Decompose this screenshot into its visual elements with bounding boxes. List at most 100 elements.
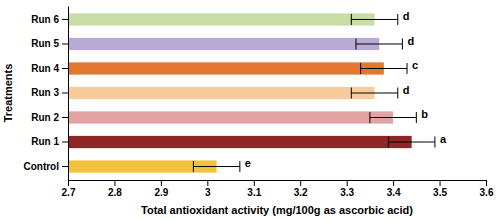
tick: 3.5	[433, 180, 447, 198]
chart: ddcdbae2.72.82.933.13.23.33.43.53.6Run 6…	[0, 0, 500, 220]
tick-mark	[68, 180, 69, 186]
tick-label: 3.2	[294, 187, 308, 198]
error-line	[351, 19, 397, 20]
tick-label: 3.4	[387, 187, 401, 198]
bar	[68, 38, 379, 50]
error-line	[193, 166, 239, 167]
bar	[68, 13, 375, 25]
tick-mark	[486, 180, 487, 186]
error-line	[434, 137, 435, 148]
tick: 3.6	[480, 180, 494, 198]
tick-mark	[62, 93, 68, 94]
tick-label: 3	[205, 187, 211, 198]
error-line	[388, 142, 434, 143]
error-line	[397, 14, 398, 25]
tick-mark	[114, 180, 115, 186]
tick: Run 4	[31, 63, 68, 74]
plot: ddcdbae2.72.82.933.13.23.33.43.53.6Run 6…	[23, 7, 493, 199]
tick-mark	[62, 166, 68, 167]
tick-mark	[62, 68, 68, 69]
tick-label: Run 6	[31, 14, 59, 25]
tick-mark	[207, 180, 208, 186]
axis-line	[68, 7, 69, 181]
error-line	[351, 93, 397, 94]
tick-mark	[347, 180, 348, 186]
error-line	[361, 68, 407, 69]
tick-mark	[62, 142, 68, 143]
tick-label: Run 1	[31, 136, 59, 147]
tick-mark	[254, 180, 255, 186]
tick-label: 2.9	[154, 187, 168, 198]
bar	[68, 62, 384, 74]
tick-label: 3.5	[433, 187, 447, 198]
error-line	[388, 137, 389, 148]
annotation: d	[407, 35, 414, 47]
error-line	[355, 38, 356, 49]
annotation: b	[421, 108, 428, 120]
error-bar	[351, 14, 397, 25]
tick: 3	[205, 180, 211, 198]
error-line	[360, 63, 361, 74]
y-axis: Run 6 Run 5 Run 4 Run 3 Run 2 Run 1 Control	[23, 7, 68, 181]
tick: 2.7	[62, 180, 76, 198]
error-line	[356, 43, 402, 44]
tick-label: Run 5	[31, 38, 59, 49]
bar	[68, 87, 375, 99]
tick-label: Run 3	[31, 87, 59, 98]
tick-label: 3.6	[480, 187, 494, 198]
annotation: d	[403, 84, 410, 96]
tick-mark	[393, 180, 394, 186]
error-line	[351, 87, 352, 98]
tick: 2.8	[108, 180, 122, 198]
tick: 3.2	[294, 180, 308, 198]
tick: Run 6	[31, 14, 68, 25]
annotation: d	[403, 10, 410, 22]
error-line	[239, 161, 240, 172]
error-bar	[356, 38, 402, 49]
tick-label: 2.8	[108, 187, 122, 198]
error-line	[193, 161, 194, 172]
tick-label: Run 4	[31, 63, 59, 74]
tick: Run 1	[31, 136, 68, 147]
annotation: a	[440, 133, 447, 145]
x-axis: 2.7 2.8 2.9 3 3.1 3.2 3.3 3.4 3.5 3.6	[62, 180, 494, 198]
tick: 3.1	[247, 180, 261, 198]
tick-mark	[62, 19, 68, 20]
tick: 3.4	[387, 180, 401, 198]
error-bar	[361, 63, 407, 74]
tick: 2.9	[154, 180, 168, 198]
tick: Run 5	[31, 38, 68, 49]
error-line	[402, 38, 403, 49]
tick: 3.3	[340, 180, 354, 198]
bar	[68, 111, 393, 123]
tick-label: 3.3	[340, 187, 354, 198]
error-line	[369, 112, 370, 123]
axis-line	[69, 180, 487, 181]
annotation: c	[412, 59, 418, 71]
annotation: e	[245, 157, 251, 169]
error-line	[407, 63, 408, 74]
y-axis-title: Treatments	[2, 64, 14, 123]
tick-mark	[62, 43, 68, 44]
error-bar	[193, 161, 239, 172]
bar	[68, 136, 412, 148]
tick-mark	[161, 180, 162, 186]
tick-label: Run 2	[31, 112, 59, 123]
marks	[68, 13, 435, 172]
tick-label: 3.1	[247, 187, 261, 198]
tick-label: Control	[23, 161, 59, 172]
error-line	[370, 117, 416, 118]
tick: Control	[23, 161, 68, 172]
tick-mark	[62, 117, 68, 118]
tick-mark	[440, 180, 441, 186]
error-bar	[388, 137, 434, 148]
error-line	[351, 14, 352, 25]
tick-label: 2.7	[62, 187, 76, 198]
tick: Run 3	[31, 87, 68, 98]
tick-mark	[300, 180, 301, 186]
tick: Run 2	[31, 112, 68, 123]
x-axis-title: Total antioxidant activity (mg/100g as a…	[141, 204, 413, 216]
error-line	[416, 112, 417, 123]
error-bar	[351, 87, 397, 98]
error-line	[397, 87, 398, 98]
